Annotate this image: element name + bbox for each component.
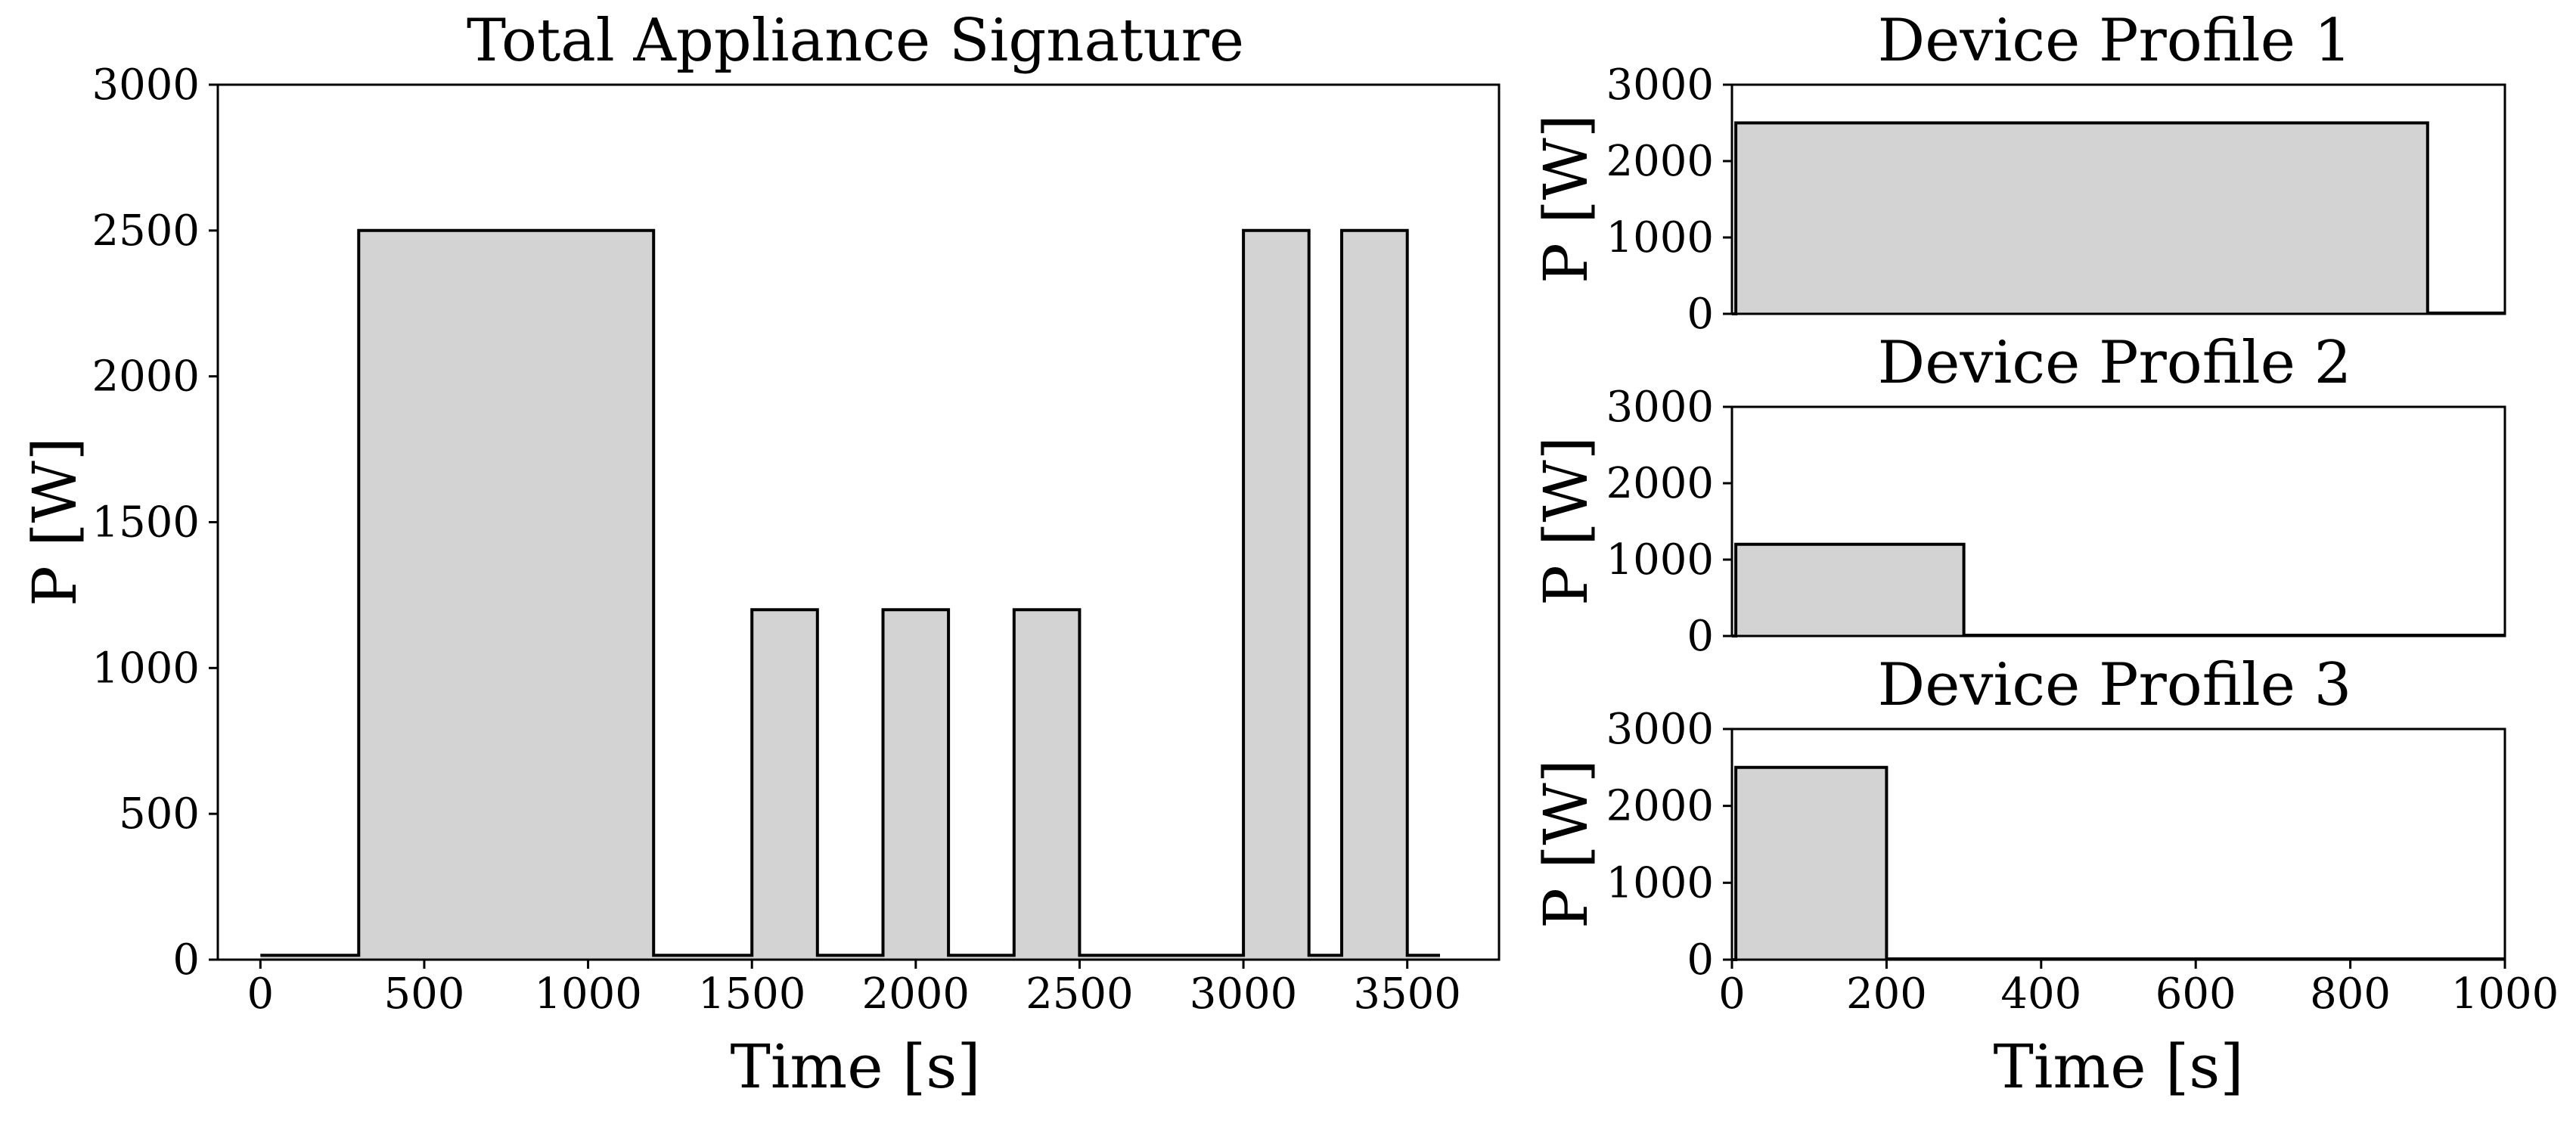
y-tick-label: 1000 [1606, 858, 1714, 907]
x-axis-label: Time [s] [730, 1031, 980, 1102]
plot-frame [1730, 727, 2506, 961]
y-tick-label: 0 [1687, 612, 1714, 661]
y-tick-label: 1000 [92, 644, 200, 693]
chart-title: Device Profile 1 [1878, 7, 2352, 75]
x-tick-label: 800 [2310, 969, 2391, 1019]
series-0-area [1732, 544, 2505, 636]
chart-device-profile-3: Device Profile 3 0 200 400 600 800 1000 0 1000… [1531, 651, 2559, 1102]
plot-frame [1730, 405, 2506, 638]
y-tick-label: 2000 [1606, 137, 1714, 186]
series-0-line [260, 228, 1440, 957]
series-0-area [260, 230, 1440, 960]
x-tick-label: 2000 [862, 969, 970, 1019]
y-tick-label: 3000 [1606, 705, 1714, 754]
x-tick-label: 0 [1718, 969, 1746, 1019]
x-tick-label: 3500 [1353, 969, 1461, 1019]
y-tick-label: 0 [172, 935, 200, 985]
chart-title: Device Profile 3 [1878, 651, 2352, 719]
series-0-area [1732, 123, 2505, 314]
y-axis-label: P [W] [1531, 436, 1601, 606]
x-axis-label: Time [s] [1993, 1031, 2243, 1102]
chart-device-profile-1: Device Profile 1 0 1000 2000 3000 P [W] [1531, 7, 2506, 339]
x-tick-label: 0 [247, 969, 275, 1019]
y-tick-label: 3000 [92, 60, 200, 110]
x-tick-label: 600 [2155, 969, 2236, 1019]
x-tick-label: 500 [384, 969, 465, 1019]
y-tick-label: 1000 [1606, 213, 1714, 262]
x-tick-label: 1000 [2451, 969, 2559, 1019]
y-tick-label: 0 [1687, 290, 1714, 339]
x-tick-label: 1500 [698, 969, 806, 1019]
chart-title: Total Appliance Signature [467, 7, 1244, 75]
y-tick-label: 500 [119, 790, 200, 839]
y-tick-label: 3000 [1606, 60, 1714, 110]
y-tick-label: 1000 [1606, 535, 1714, 585]
x-tick-label: 2500 [1026, 969, 1134, 1019]
chart-device-profile-2: Device Profile 2 0 1000 2000 3000 P [W] [1531, 329, 2506, 661]
x-tick-label: 200 [1846, 969, 1927, 1019]
y-tick-label: 2000 [1606, 782, 1714, 831]
chart-title: Device Profile 2 [1878, 329, 2352, 397]
y-tick-label: 0 [1687, 935, 1714, 985]
y-tick-label: 3000 [1606, 383, 1714, 432]
x-tick-label: 1000 [534, 969, 642, 1019]
chart-total-appliance: Total Appliance Signature 0 500 1000 1500 20… [20, 7, 1501, 1102]
y-tick-label: 2000 [1606, 459, 1714, 508]
y-tick-label: 1500 [92, 498, 200, 548]
x-tick-label: 400 [2000, 969, 2081, 1019]
y-tick-label: 2500 [92, 206, 200, 256]
y-axis-label: P [W] [1531, 114, 1601, 284]
plot-frame [1730, 83, 2506, 315]
y-axis-label: P [W] [20, 437, 90, 606]
y-axis-label: P [W] [1531, 759, 1601, 929]
x-tick-label: 3000 [1190, 969, 1298, 1019]
y-tick-label: 2000 [92, 352, 200, 402]
